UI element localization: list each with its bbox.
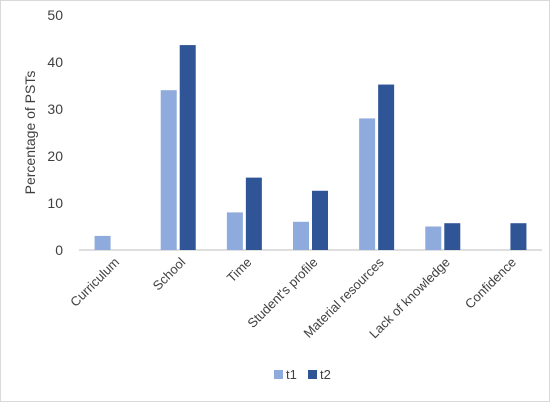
legend-label: t2 — [320, 367, 331, 382]
bar-t2-3 — [312, 190, 328, 250]
bar-t2-6 — [510, 223, 527, 250]
y-tick-label: 50 — [47, 7, 63, 23]
y-tick-labels: 0 10 20 30 40 50 — [47, 7, 63, 258]
category-label: Time — [224, 255, 255, 286]
y-tick-label: 0 — [55, 242, 63, 258]
bar-t1-5 — [425, 226, 442, 250]
bar-t1-1 — [160, 90, 177, 250]
bar-t2-2 — [245, 177, 262, 250]
y-tick-label: 20 — [47, 148, 63, 164]
bar-t2-4 — [378, 84, 395, 250]
bar-t1-3 — [293, 221, 309, 250]
legend: t1 t2 — [274, 367, 331, 382]
bars — [94, 45, 527, 251]
bar-t2-1 — [179, 45, 196, 250]
legend-label: t1 — [286, 367, 297, 382]
y-tick-label: 10 — [47, 195, 63, 211]
category-label: Confidence — [462, 255, 519, 312]
y-axis-title: Percentage of PSTs — [22, 71, 38, 195]
y-tick-label: 40 — [47, 54, 63, 70]
bar-t2-5 — [444, 223, 461, 250]
category-label: School — [150, 254, 189, 293]
category-label: Curriculum — [67, 255, 122, 310]
y-tick-label: 30 — [47, 101, 63, 117]
bar-t1-2 — [226, 212, 243, 250]
category-label: Student's profile — [244, 255, 320, 331]
bar-t1-4 — [359, 118, 376, 251]
bar-t1-0 — [94, 235, 111, 250]
legend-swatch-t2 — [308, 370, 317, 379]
legend-swatch-t1 — [274, 370, 283, 379]
